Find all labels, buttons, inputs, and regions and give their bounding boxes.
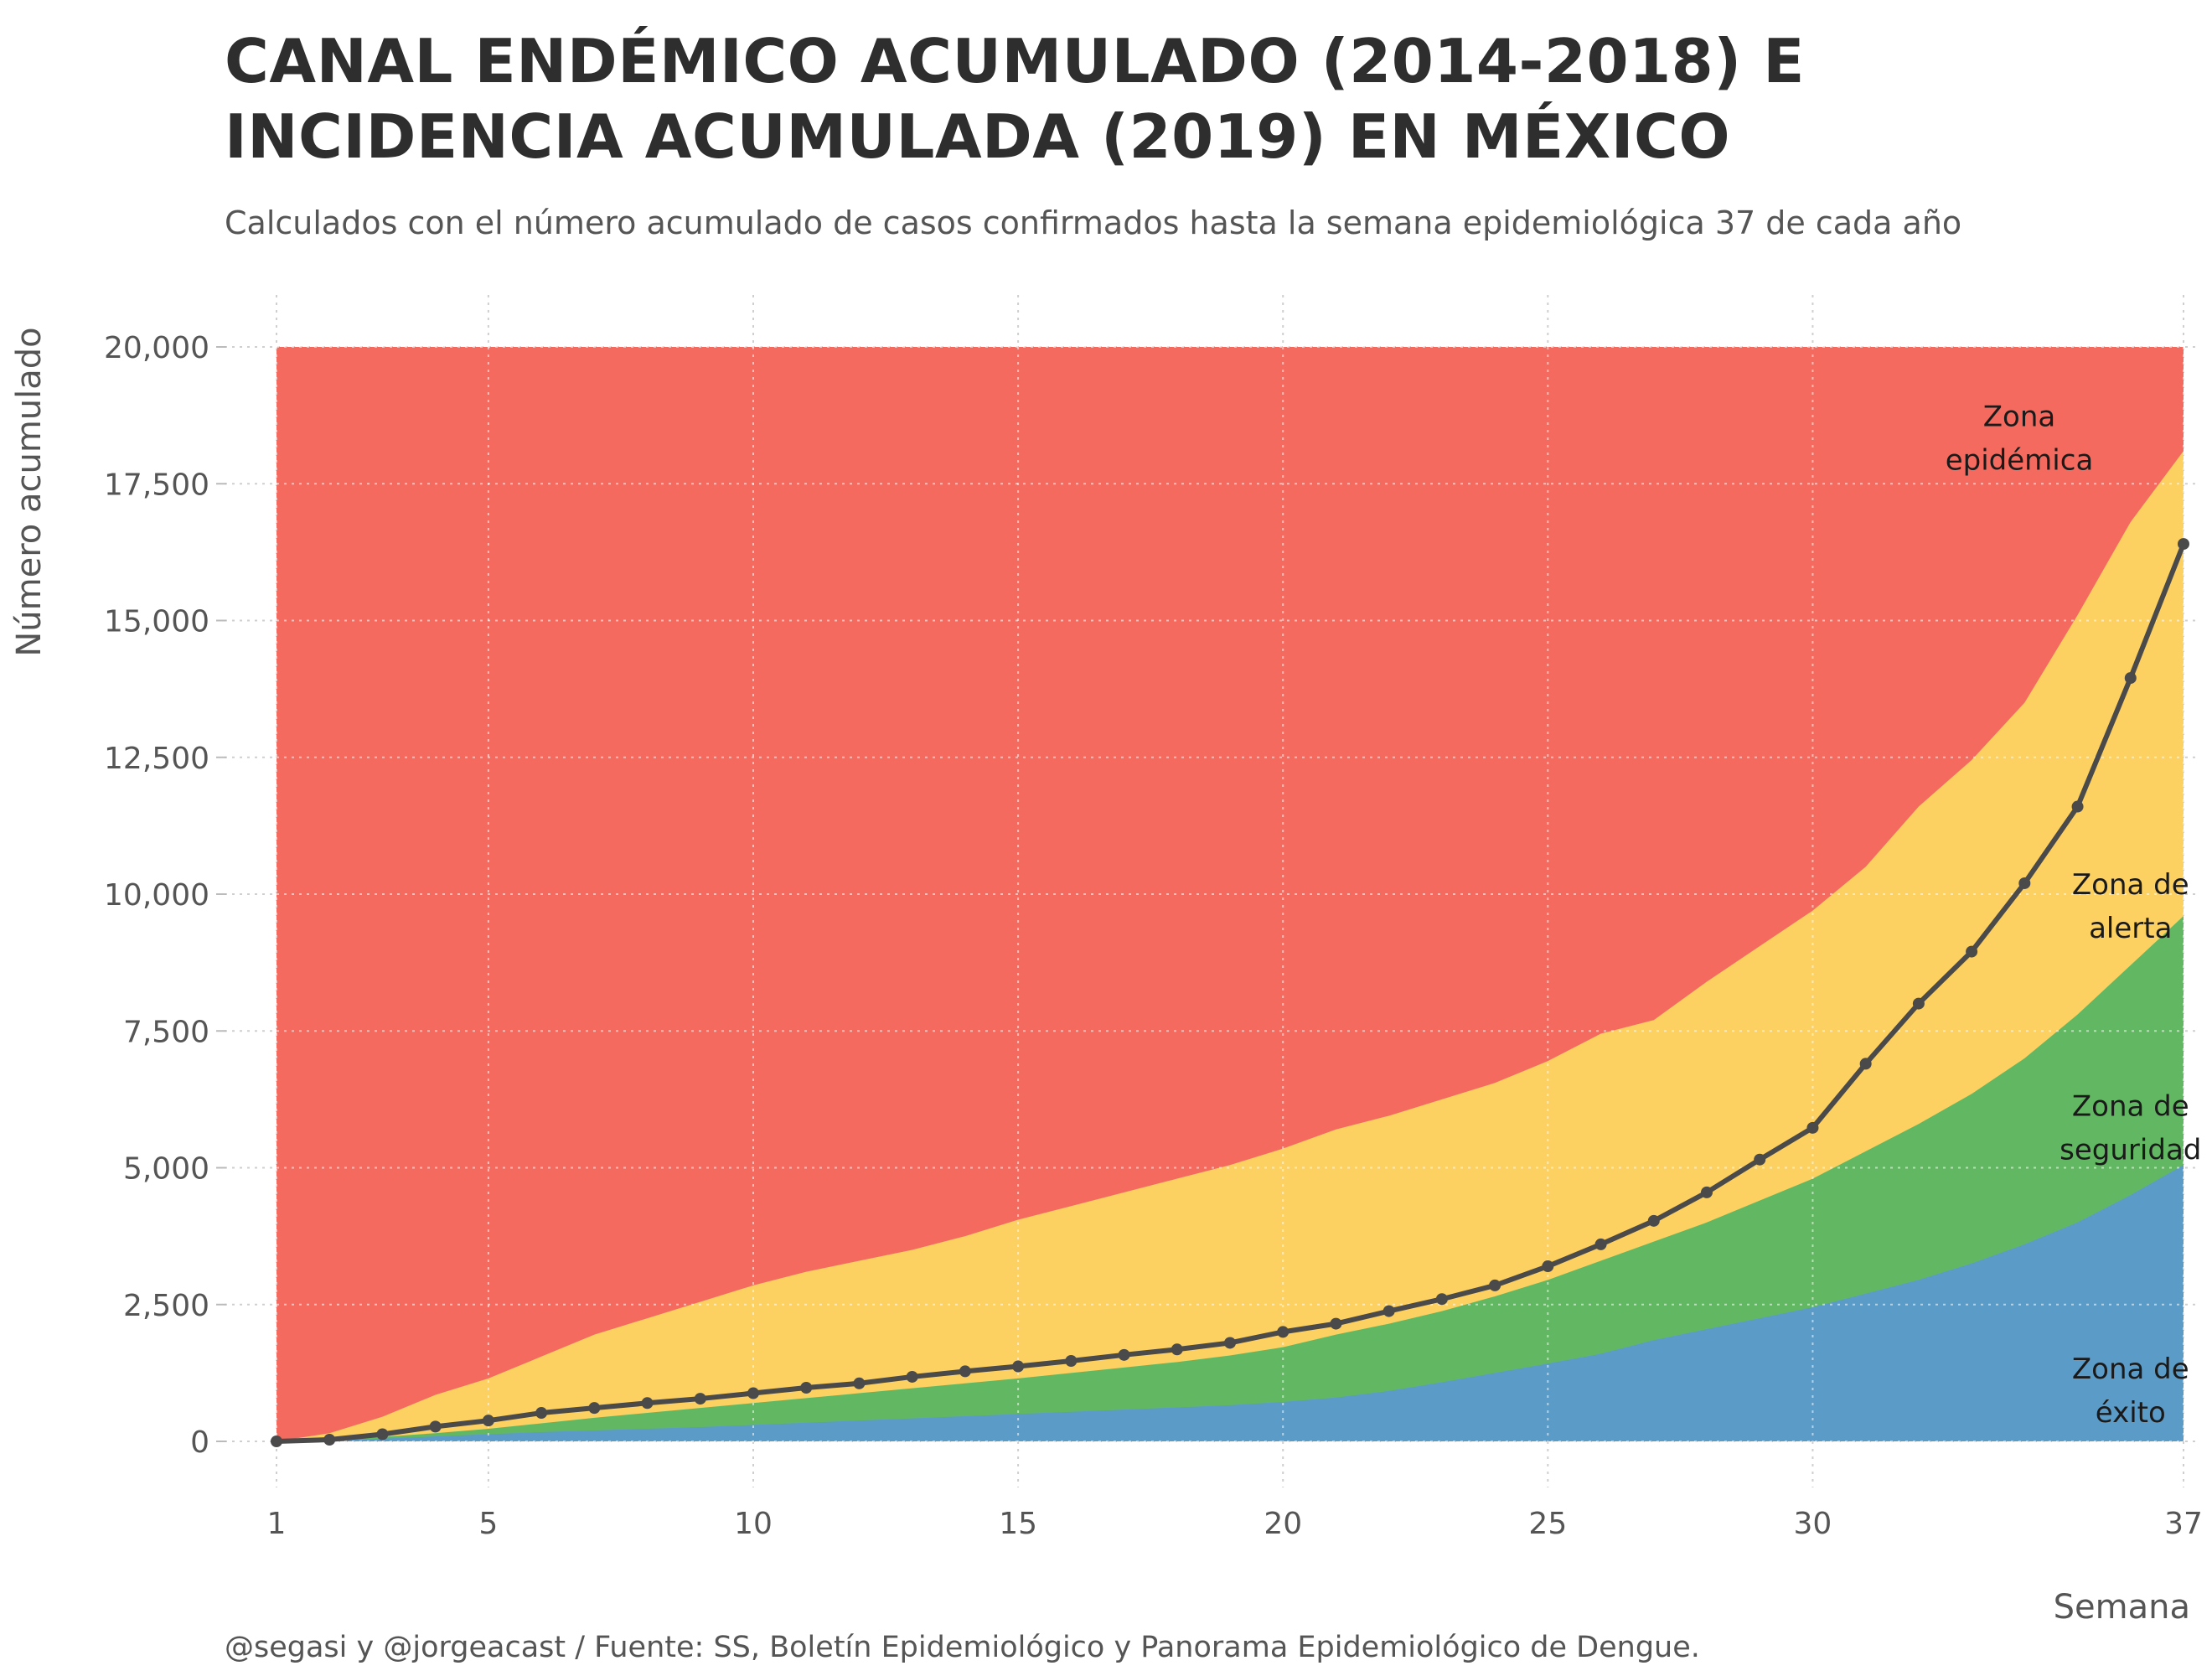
data-point-2019 [1701, 1186, 1713, 1198]
data-point-2019 [959, 1365, 971, 1378]
data-point-2019 [2178, 538, 2189, 551]
data-point-2019 [694, 1393, 706, 1405]
annotation-zona-alerta: Zona de alerta [2072, 868, 2189, 945]
x-tick-label: 37 [2164, 1507, 2203, 1541]
area-zona-de-seguridad [276, 916, 2184, 1441]
incidence-2019-line [271, 538, 2189, 1447]
data-point-2019 [800, 1382, 813, 1394]
axis-ticks: 0 2,500 5,000 7,500 10,000 12,500 15,000 17,500… [104, 331, 2203, 1541]
data-point-2019 [1542, 1260, 1554, 1273]
y-tick-label: 20,000 [104, 331, 209, 365]
y-tick-label: 5,000 [123, 1152, 209, 1187]
data-point-2019 [1859, 1058, 1872, 1070]
data-point-2019 [2018, 877, 2031, 889]
data-point-2019 [1754, 1153, 1766, 1166]
x-tick-label: 15 [999, 1507, 1037, 1541]
data-point-2019 [1966, 945, 1978, 958]
x-axis-title: Semana [2054, 1588, 2190, 1627]
data-point-2019 [747, 1387, 759, 1399]
y-tick-label: 12,500 [104, 742, 209, 776]
data-point-2019 [2071, 800, 2084, 813]
y-tick-label: 2,500 [123, 1289, 209, 1323]
data-point-2019 [1012, 1360, 1025, 1373]
data-point-2019 [1224, 1337, 1236, 1349]
data-point-2019 [1489, 1279, 1501, 1291]
data-point-2019 [853, 1377, 866, 1389]
data-point-2019 [1594, 1238, 1607, 1250]
y-tick-label: 0 [190, 1425, 209, 1460]
y-tick-label: 10,000 [104, 878, 209, 913]
data-point-2019 [1382, 1305, 1395, 1317]
data-point-2019 [482, 1415, 494, 1427]
annotation-zona-epidemica: Zona epidémica [1946, 401, 2094, 478]
y-tick-label: 15,000 [104, 605, 209, 639]
data-point-2019 [2124, 672, 2137, 685]
annotation-zona-seguridad: Zona de seguridad [2060, 1089, 2201, 1166]
data-point-2019 [1277, 1326, 1289, 1338]
x-tick-label: 1 [267, 1507, 287, 1541]
area-zona-de-exito [276, 1165, 2184, 1441]
data-point-2019 [1647, 1214, 1660, 1227]
data-point-2019 [1435, 1293, 1448, 1306]
chart-title: CANAL ENDÉMICO ACUMULADO (2014-2018) E I… [225, 26, 1805, 172]
data-point-2019 [906, 1370, 918, 1383]
chart-subtitle: Calculados con el número acumulado de ca… [225, 204, 1962, 241]
y-tick-label: 17,500 [104, 468, 209, 502]
x-tick-label: 5 [478, 1507, 498, 1541]
data-point-2019 [1118, 1348, 1130, 1361]
data-point-2019 [1912, 997, 1925, 1010]
x-tick-label: 30 [1794, 1507, 1832, 1541]
data-point-2019 [1806, 1121, 1819, 1134]
x-tick-label: 20 [1264, 1507, 1302, 1541]
y-tick-label: 7,500 [123, 1015, 209, 1049]
data-point-2019 [271, 1435, 282, 1447]
zone-annotations: Zona epidémica Zona de alerta Zona de segurid… [1946, 401, 2202, 1430]
chart-caption: @segasi y @jorgeacast / Fuente: SS, Bole… [225, 1631, 1700, 1664]
data-point-2019 [323, 1434, 336, 1446]
data-point-2019 [1171, 1343, 1183, 1356]
data-point-2019 [641, 1397, 654, 1410]
annotation-zona-exito: Zona de éxito [2072, 1353, 2189, 1430]
data-point-2019 [588, 1402, 601, 1415]
x-tick-label: 10 [734, 1507, 773, 1541]
x-tick-label: 25 [1528, 1507, 1567, 1541]
data-point-2019 [429, 1420, 442, 1433]
data-point-2019 [1065, 1355, 1078, 1368]
data-point-2019 [376, 1428, 389, 1441]
data-point-2019 [1330, 1317, 1342, 1330]
data-point-2019 [535, 1407, 548, 1420]
zone-areas [276, 346, 2184, 1442]
y-axis-title: Número acumulado [10, 327, 49, 656]
